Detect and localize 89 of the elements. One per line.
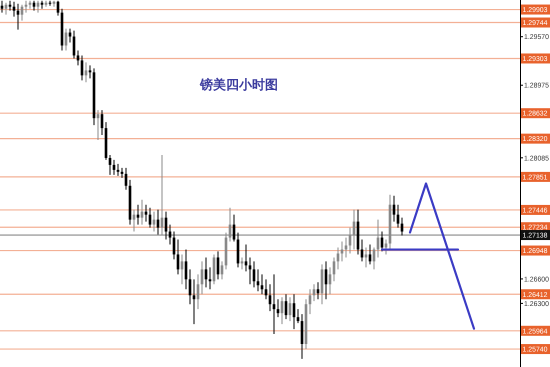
candlestick — [24, 0, 28, 14]
candlestick — [220, 260, 224, 280]
candlestick — [148, 207, 152, 228]
candlestick — [284, 294, 288, 320]
candlestick — [396, 204, 400, 228]
candlestick — [20, 4, 24, 22]
candlestick — [288, 296, 292, 322]
candlestick — [332, 256, 336, 282]
candlestick — [200, 260, 204, 295]
candlestick — [180, 254, 184, 285]
candlestick — [352, 209, 356, 250]
candlestick — [100, 110, 104, 136]
candlestick — [240, 256, 244, 270]
candlestick — [188, 268, 192, 305]
candlestick — [372, 247, 376, 270]
candlestick — [164, 211, 168, 240]
candlestick — [264, 278, 268, 300]
candlestick — [72, 30, 76, 59]
candlestick — [268, 284, 272, 312]
candlestick — [84, 62, 88, 83]
candlestick — [376, 219, 380, 258]
candlestick — [272, 274, 276, 335]
candlestick — [0, 0, 4, 14]
candlestick — [176, 239, 180, 275]
candlestick — [316, 282, 320, 300]
candlestick — [292, 294, 296, 330]
candlestick — [280, 296, 284, 325]
candlestick — [56, 0, 60, 16]
candlestick — [192, 278, 196, 325]
candlestick — [12, 1, 16, 18]
candlestick — [400, 217, 404, 236]
candlestick — [380, 231, 384, 252]
candlestick — [172, 231, 176, 260]
candlestick — [360, 239, 364, 262]
candlestick — [232, 214, 236, 242]
candlestick — [368, 244, 372, 265]
candlestick — [32, 0, 36, 12]
candlestick — [208, 266, 212, 290]
candlestick — [136, 204, 140, 226]
candlestick — [324, 260, 328, 300]
candlestick — [132, 209, 136, 232]
candlestick — [88, 64, 92, 79]
candlestick — [384, 239, 388, 255]
candlestick — [112, 159, 116, 176]
candlestick — [204, 256, 208, 288]
candlestick — [196, 274, 200, 310]
candlestick — [96, 110, 100, 141]
candlestick — [140, 199, 144, 226]
candlestick — [260, 274, 264, 295]
candlestick — [4, 2, 8, 16]
candlestick — [80, 54, 84, 81]
candlestick — [36, 0, 40, 14]
candlestick — [300, 314, 304, 360]
candlestick — [168, 224, 172, 246]
candlestick — [212, 254, 216, 285]
candlestick — [120, 167, 124, 178]
candlestick — [8, 0, 12, 12]
candlestick — [108, 154, 112, 176]
candlestick — [320, 264, 324, 305]
candlestick — [392, 195, 396, 222]
candlestick — [336, 247, 340, 270]
candlestick — [16, 3, 20, 30]
candlestick — [256, 268, 260, 292]
candlestick — [276, 298, 280, 318]
candlestick — [76, 50, 80, 66]
candlestick — [116, 163, 120, 176]
candlestick — [348, 227, 352, 254]
candlestick — [64, 28, 68, 51]
candlestick — [252, 260, 256, 288]
candlestick — [328, 266, 332, 295]
candlestick — [228, 207, 232, 242]
candlestick — [340, 240, 344, 262]
candlestick — [236, 232, 240, 268]
candlestick — [152, 211, 156, 232]
candlestick — [344, 237, 348, 258]
candlestick — [296, 308, 300, 324]
candlestick — [160, 154, 164, 236]
text: 镑美四小时图 — [199, 77, 278, 92]
candlestick — [68, 28, 72, 43]
candlestick — [364, 247, 368, 268]
candlestick — [156, 209, 160, 236]
candlestick — [308, 288, 312, 315]
candlestick — [184, 248, 188, 290]
candlestick — [248, 256, 252, 285]
candlestick — [124, 167, 128, 190]
candlestick — [244, 244, 248, 272]
candlestick — [312, 284, 316, 302]
candlestick — [144, 204, 148, 222]
candlestick — [216, 250, 220, 280]
